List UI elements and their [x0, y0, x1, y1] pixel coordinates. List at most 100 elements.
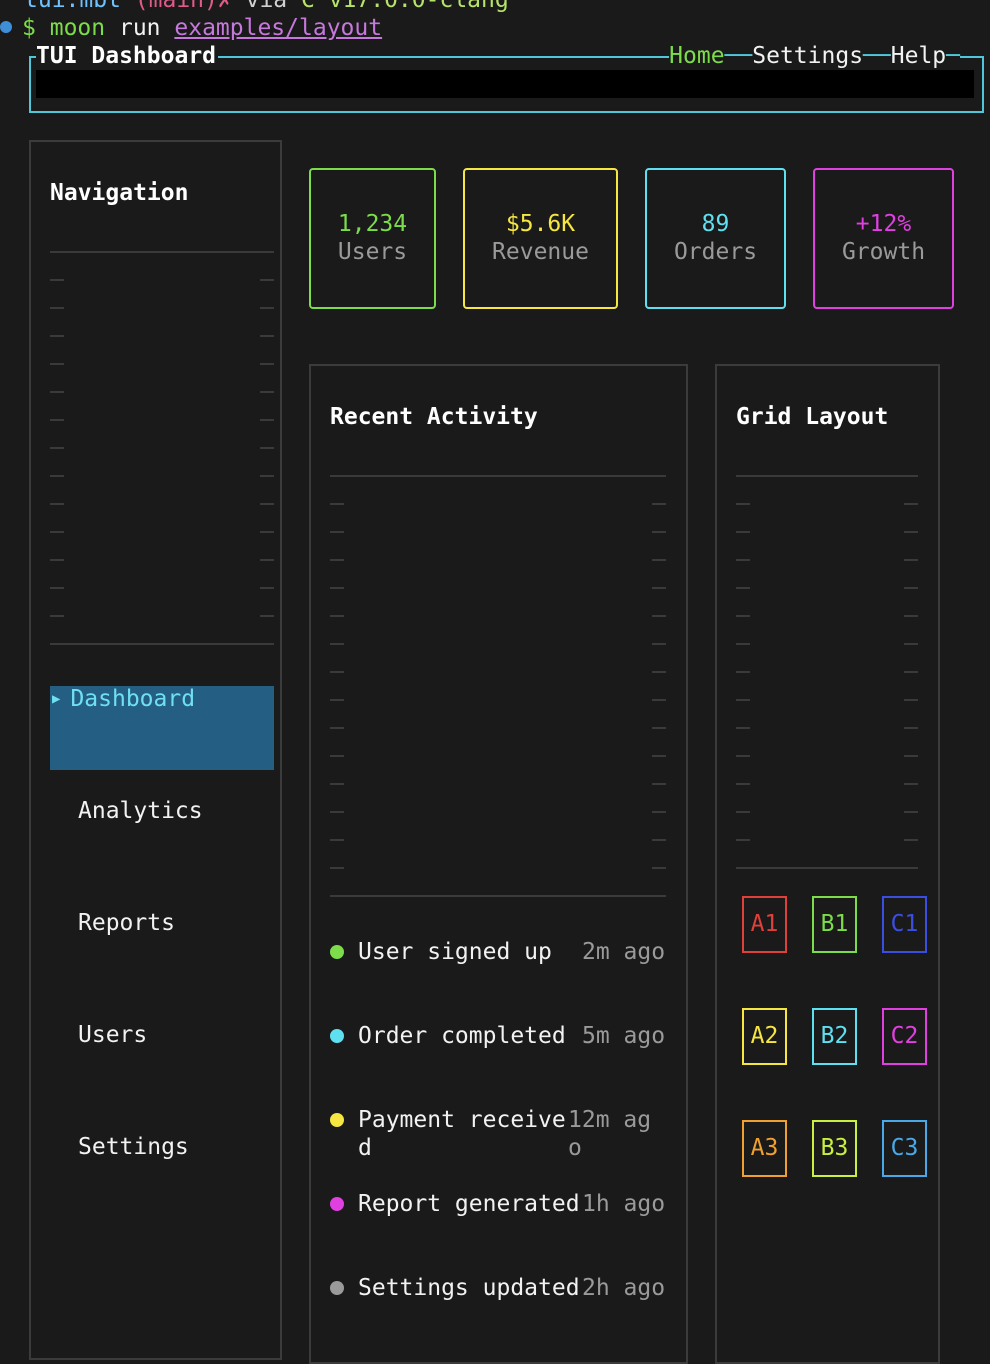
- stat-label: Revenue: [492, 239, 589, 265]
- grid-cell-c3: C3: [882, 1120, 927, 1177]
- stat-card-growth: +12% Growth: [813, 168, 954, 309]
- sidebar-item-label: Analytics: [78, 798, 203, 824]
- activity-time: 12m ag: [568, 1107, 652, 1133]
- activity-time: 2m ago: [582, 939, 666, 965]
- via-label: via: [245, 0, 288, 13]
- spacer-tick: [50, 615, 64, 617]
- stat-value: 89: [701, 211, 730, 237]
- spacer-tick: [330, 867, 344, 869]
- spacer-tick: [904, 671, 918, 673]
- nav-help[interactable]: Help: [890, 43, 947, 69]
- header-frame: [29, 56, 984, 113]
- spacer-tick: [736, 587, 750, 589]
- stat-label: Growth: [841, 239, 926, 265]
- spacer-tick: [736, 643, 750, 645]
- spacer-tick: [330, 587, 344, 589]
- spacer-tick: [736, 839, 750, 841]
- spacer-tick: [260, 503, 274, 505]
- spacer-tick: [50, 419, 64, 421]
- activity-item: User signed up: [330, 938, 552, 966]
- spacer-tick: [50, 391, 64, 393]
- spacer-tick: [50, 559, 64, 561]
- spacer-tick: [736, 727, 750, 729]
- activity-item: Payment receive: [330, 1106, 566, 1134]
- grid-cell-c2: C2: [882, 1008, 927, 1065]
- spacer-tick: [260, 391, 274, 393]
- spacer-tick: [50, 335, 64, 337]
- activity-time: 1h ago: [582, 1191, 666, 1217]
- shell-status-line: tui.mbt (main)✗ via C v17.0.0-clang: [24, 0, 509, 14]
- spacer-tick: [904, 811, 918, 813]
- stat-card-revenue: $5.6K Revenue: [463, 168, 618, 309]
- spacer-tick: [652, 699, 666, 701]
- spacer-tick: [652, 615, 666, 617]
- sidebar-item-dashboard[interactable]: ▶ Dashboard: [50, 686, 274, 770]
- spacer-tick: [50, 587, 64, 589]
- stat-value: 1,234: [337, 211, 408, 237]
- spacer-tick: [330, 559, 344, 561]
- sidebar-item-label: Settings: [78, 1134, 189, 1160]
- spacer-tick: [50, 531, 64, 533]
- sidebar-item-label: Reports: [78, 910, 175, 936]
- stat-value: +12%: [855, 211, 912, 237]
- activity-item: Settings updated: [330, 1274, 580, 1302]
- spacer-tick: [260, 363, 274, 365]
- spacer-tick: [330, 811, 344, 813]
- spacer-tick: [330, 839, 344, 841]
- spacer-tick: [50, 279, 64, 281]
- activity-text: Payment receive: [358, 1107, 566, 1133]
- activity-text-wrap: d: [358, 1135, 372, 1161]
- activity-text: Report generated: [358, 1191, 580, 1217]
- spacer-tick: [330, 699, 344, 701]
- sidebar-item-users[interactable]: Users: [50, 1022, 274, 1048]
- activity-item: Order completed: [330, 1022, 566, 1050]
- spacer-tick: [652, 867, 666, 869]
- spacer-tick: [736, 811, 750, 813]
- spacer-tick: [736, 531, 750, 533]
- spacer-tick: [652, 783, 666, 785]
- sidebar-item-reports[interactable]: Reports: [50, 910, 274, 936]
- grid-cell-a3: A3: [742, 1120, 787, 1177]
- grid-cell-c1: C1: [882, 896, 927, 953]
- spacer-tick: [260, 447, 274, 449]
- toolchain-version: C v17.0.0-clang: [301, 0, 509, 13]
- spacer-tick: [260, 419, 274, 421]
- spacer-tick: [260, 475, 274, 477]
- spacer-tick: [904, 755, 918, 757]
- activity-text: User signed up: [358, 939, 552, 965]
- spacer-tick: [260, 587, 274, 589]
- spacer-tick: [904, 643, 918, 645]
- sidebar-item-analytics[interactable]: Analytics: [50, 798, 274, 824]
- spacer-tick: [330, 671, 344, 673]
- spacer-tick: [330, 783, 344, 785]
- spacer-tick: [260, 615, 274, 617]
- repo-name: tui.mbt: [24, 0, 121, 13]
- grid-divider-bottom: [736, 867, 918, 869]
- spacer-tick: [260, 307, 274, 309]
- spacer-tick: [330, 503, 344, 505]
- grid-cell-a1: A1: [742, 896, 787, 953]
- nav-settings[interactable]: Settings: [752, 43, 864, 69]
- spacer-tick: [652, 643, 666, 645]
- grid-cell-b2: B2: [812, 1008, 857, 1065]
- command-path-link[interactable]: examples/layout: [174, 15, 383, 41]
- grid-cell-a2: A2: [742, 1008, 787, 1065]
- status-dot-icon: [330, 1029, 344, 1043]
- sidebar-item-settings[interactable]: Settings: [50, 1134, 274, 1160]
- grid-cell-b3: B3: [812, 1120, 857, 1177]
- spacer-tick: [330, 531, 344, 533]
- spacer-tick: [652, 671, 666, 673]
- selected-arrow-icon: ▶: [52, 691, 61, 707]
- spacer-tick: [904, 531, 918, 533]
- spacer-tick: [904, 587, 918, 589]
- spacer-tick: [652, 839, 666, 841]
- git-branch: (main)✗: [134, 0, 232, 13]
- spacer-tick: [50, 447, 64, 449]
- shell-prompt: $ moon run examples/layout: [0, 14, 382, 42]
- grid-title: Grid Layout: [736, 404, 889, 430]
- prompt-dot-icon: [0, 21, 12, 33]
- spacer-tick: [50, 475, 64, 477]
- spacer-tick: [50, 503, 64, 505]
- nav-home[interactable]: Home: [669, 43, 725, 69]
- activity-item: Report generated: [330, 1190, 580, 1218]
